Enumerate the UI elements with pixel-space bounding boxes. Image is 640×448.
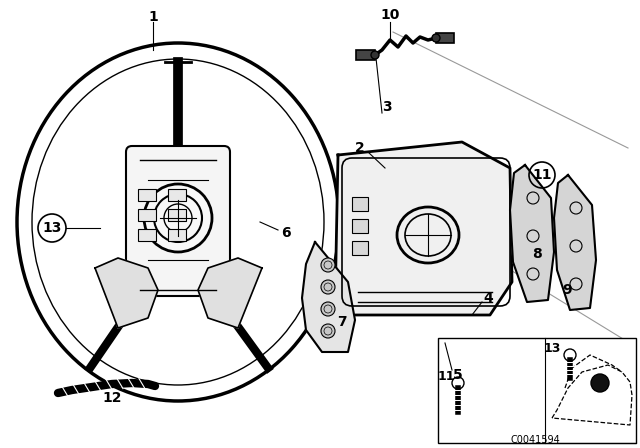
- Polygon shape: [198, 258, 262, 328]
- Text: 4: 4: [483, 291, 493, 305]
- Text: 5: 5: [453, 368, 463, 382]
- Text: 13: 13: [543, 341, 561, 354]
- Text: 10: 10: [380, 8, 400, 22]
- Bar: [356, 50, 375, 60]
- Bar: [438, 338, 636, 443]
- Circle shape: [591, 374, 609, 392]
- Circle shape: [432, 34, 440, 42]
- Text: 2: 2: [355, 141, 365, 155]
- Text: 11: 11: [437, 370, 455, 383]
- Bar: [436, 33, 454, 43]
- Polygon shape: [552, 365, 632, 425]
- Bar: [352, 219, 368, 233]
- Circle shape: [371, 51, 379, 59]
- Circle shape: [321, 324, 335, 338]
- Polygon shape: [302, 242, 355, 352]
- Circle shape: [321, 302, 335, 316]
- Text: 8: 8: [532, 247, 542, 261]
- Bar: [138, 189, 156, 201]
- FancyBboxPatch shape: [126, 146, 230, 296]
- Text: 9: 9: [562, 283, 572, 297]
- Bar: [168, 189, 186, 201]
- Text: 7: 7: [337, 315, 347, 329]
- Ellipse shape: [397, 207, 459, 263]
- Bar: [168, 209, 186, 221]
- Bar: [352, 241, 368, 255]
- Bar: [138, 209, 156, 221]
- Bar: [138, 229, 156, 241]
- Text: 1: 1: [148, 10, 158, 24]
- Polygon shape: [510, 165, 554, 302]
- Polygon shape: [335, 142, 512, 315]
- Polygon shape: [95, 258, 158, 328]
- Text: 13: 13: [42, 221, 61, 235]
- Bar: [352, 197, 368, 211]
- Circle shape: [321, 280, 335, 294]
- Polygon shape: [554, 175, 596, 310]
- Text: 11: 11: [532, 168, 552, 182]
- Text: 6: 6: [281, 226, 291, 240]
- Text: 3: 3: [382, 100, 392, 114]
- Text: C0041594: C0041594: [510, 435, 560, 445]
- Bar: [168, 229, 186, 241]
- Ellipse shape: [144, 184, 212, 252]
- Text: 12: 12: [102, 391, 122, 405]
- Circle shape: [321, 258, 335, 272]
